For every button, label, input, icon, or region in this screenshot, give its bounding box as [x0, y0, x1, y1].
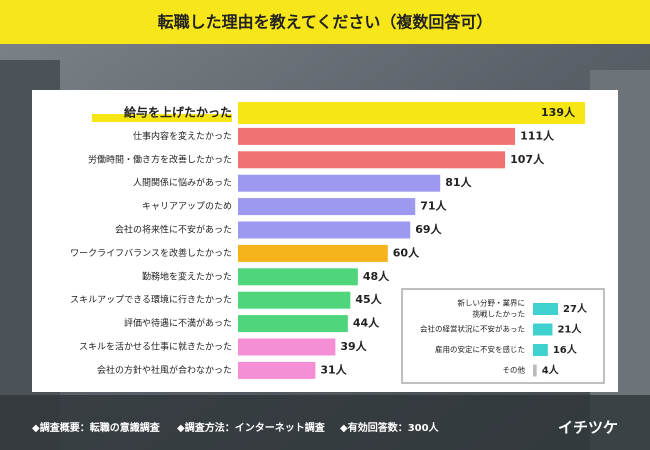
title-bar — [0, 0, 650, 44]
footer-note: ◆有効回答数：300人 — [340, 421, 440, 434]
category-label: 評価や待遇に不満があった — [124, 317, 232, 329]
bar — [238, 338, 336, 356]
value-label: 4人 — [542, 364, 560, 377]
bar — [238, 291, 351, 309]
category-label: スキルを活かせる仕事に就きたかった — [79, 341, 232, 353]
footer: ◆調査概要：転職の意識調査 ◆調査方法：インターネット調査 ◆有効回答数：300… — [32, 419, 618, 437]
value-label: 27人 — [563, 302, 588, 315]
category-label: 雇用の安定に不安を感じた — [435, 344, 525, 354]
footer-note: ◆調査方法：インターネット調査 — [177, 421, 326, 434]
title: 転職した理由を教えてください（複数回答可） — [158, 13, 493, 32]
value-label: 107人 — [510, 152, 545, 166]
category-label: 労働時間・働き方を改善したかった — [88, 153, 232, 165]
value-label: 44人 — [353, 316, 380, 330]
category-label: その他 — [503, 365, 526, 375]
bar — [238, 151, 506, 169]
value-label: 60人 — [393, 245, 420, 259]
logo: イチツケ — [558, 419, 618, 437]
value-label: 69人 — [415, 222, 442, 236]
category-label: 人間関係に悩みがあった — [133, 177, 232, 189]
category-label-line: 会社の経営状況に不安があった — [420, 324, 525, 334]
category-label: 新しい分野・業界に挑戦したかった — [458, 298, 526, 319]
value-label: 31人 — [320, 362, 347, 376]
bar — [238, 127, 516, 145]
footer-band — [0, 395, 650, 450]
category-label: 仕事内容を変えたかった — [133, 130, 232, 142]
bar — [238, 244, 388, 262]
value-label: 71人 — [420, 199, 447, 213]
value-label: 81人 — [445, 175, 472, 189]
category-label: 給与を上げたかった — [124, 105, 232, 120]
category-label: スキルアップできる環境に行きたかった — [70, 294, 232, 306]
category-label: キャリアアップのため — [142, 201, 232, 212]
category-label: 会社の方針や社風が合わなかった — [97, 364, 232, 376]
bar — [533, 344, 548, 356]
bar — [238, 268, 358, 286]
value-label: 39人 — [340, 339, 367, 353]
bar — [238, 361, 316, 379]
value-label: 45人 — [355, 292, 382, 306]
value-label: 111人 — [520, 128, 555, 142]
category-label-line: 雇用の安定に不安を感じた — [435, 344, 525, 354]
label-highlight — [92, 114, 232, 122]
bar — [533, 364, 537, 377]
category-label: 会社の経営状況に不安があった — [420, 324, 525, 334]
bar — [533, 323, 553, 336]
value-label: 48人 — [363, 269, 390, 283]
bar — [238, 198, 416, 216]
category-label-line: その他 — [503, 365, 526, 375]
bar — [238, 315, 348, 333]
bar — [533, 303, 558, 315]
category-label: ワークライフバランスを改善したかった — [70, 247, 232, 259]
category-label: 会社の将来性に不安があった — [115, 224, 232, 236]
bar — [238, 174, 441, 192]
category-label-line: 挑戦したかった — [473, 309, 526, 319]
inset-box — [401, 288, 605, 384]
category-label: 勤務地を変えたかった — [142, 270, 232, 282]
category-label-line: 新しい分野・業界に — [458, 298, 526, 308]
bar — [238, 102, 585, 124]
value-label: 16人 — [553, 343, 578, 356]
footer-note: ◆調査概要：転職の意識調査 — [32, 421, 161, 434]
value-label: 21人 — [557, 323, 582, 336]
value-label: 139人 — [541, 105, 576, 119]
bar — [238, 221, 411, 239]
